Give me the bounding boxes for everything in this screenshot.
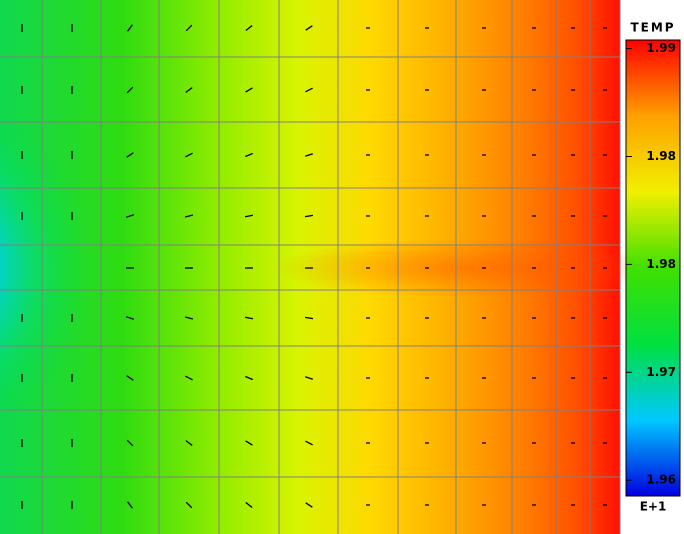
colorbar-exponent: E+1 xyxy=(640,500,667,514)
vector xyxy=(126,152,134,158)
mesh xyxy=(0,0,621,534)
vector xyxy=(185,87,193,93)
vector xyxy=(305,502,313,508)
vector xyxy=(126,86,134,94)
vector xyxy=(184,214,194,218)
vector xyxy=(244,316,254,320)
vector xyxy=(125,214,135,218)
field-blob xyxy=(0,88,230,448)
colorbar-tick-label: 1.99 xyxy=(646,41,676,55)
vector xyxy=(305,87,313,93)
vector xyxy=(245,375,253,381)
vector xyxy=(126,439,134,447)
vector xyxy=(304,153,314,157)
vector xyxy=(245,24,253,32)
vector xyxy=(244,214,254,218)
vector xyxy=(185,152,193,158)
colorbar xyxy=(625,39,681,497)
vector xyxy=(127,501,133,509)
field-band xyxy=(270,238,670,298)
vector xyxy=(185,501,193,509)
vector xyxy=(245,440,253,446)
vector xyxy=(185,440,193,446)
vector xyxy=(305,25,313,31)
vector xyxy=(245,152,253,158)
vector xyxy=(125,316,135,320)
colorbar-tick-label: 1.96 xyxy=(646,473,676,487)
vector xyxy=(304,376,314,380)
colorbar-title: TEMP xyxy=(630,21,675,35)
vector xyxy=(184,316,194,320)
vector xyxy=(305,440,313,446)
colorbar-tick-label: 1.98 xyxy=(646,257,676,271)
vector xyxy=(127,24,133,32)
colorbar-tick-label: 1.98 xyxy=(646,149,676,163)
vector xyxy=(245,501,253,509)
colorbar-tick-label: 1.97 xyxy=(646,365,676,379)
vector xyxy=(185,375,193,381)
vector xyxy=(304,214,314,218)
vectors xyxy=(21,24,607,509)
vector xyxy=(185,24,193,32)
vector xyxy=(304,316,314,320)
vector xyxy=(126,375,134,381)
vector xyxy=(245,87,253,93)
